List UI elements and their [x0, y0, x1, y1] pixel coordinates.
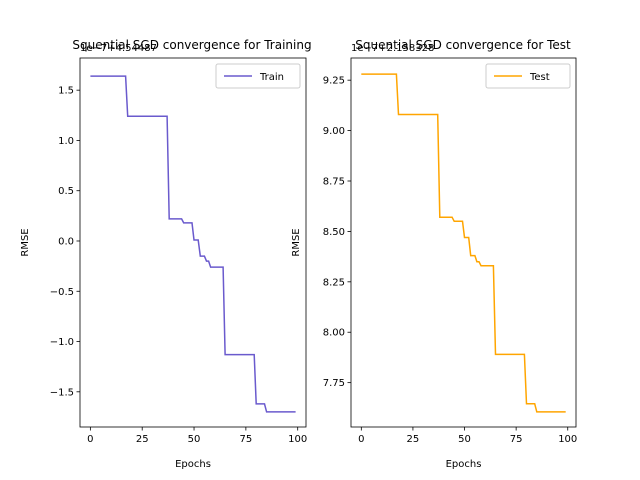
test-y-tick-label: 8.75	[323, 177, 345, 188]
train-legend: Train	[215, 63, 301, 89]
test-x-tick-label: 100	[558, 434, 577, 445]
test-x-axis-label: Epochs	[446, 459, 482, 470]
train-x-tick-label: 100	[288, 434, 307, 445]
test-subplot: 0 25 50 75 100 7.75 8.00 8.25 8.50 8.75 9.00 9.25 1…	[291, 43, 577, 470]
test-y-tick-label: 8.00	[323, 328, 345, 339]
train-ticks: 0 25 50 75 100 −1.5 −1.0 −0.5 0.0 0.5 1.0 1.5	[50, 86, 308, 445]
test-y-axis-label: RMSE	[291, 228, 302, 256]
test-series	[361, 73, 566, 413]
train-y-axis-label: RMSE	[20, 228, 31, 256]
train-y-tick-label: 0.0	[58, 236, 74, 247]
test-ticks: 0 25 50 75 100 7.75 8.00 8.25 8.50 8.75 9.00 9.25	[323, 76, 578, 445]
test-y-tick-label: 9.00	[323, 126, 345, 137]
train-legend-box	[215, 63, 301, 89]
test-legend-label: Test	[529, 72, 550, 83]
train-series	[90, 75, 296, 413]
test-x-tick-label: 75	[510, 434, 523, 445]
test-x-tick-label: 25	[407, 434, 420, 445]
train-series-line	[90, 75, 296, 413]
test-y-tick-label: 8.25	[323, 277, 345, 288]
test-axes-frame	[350, 57, 577, 428]
train-y-tick-label: 1.0	[58, 136, 74, 147]
test-y-tick-label: 9.25	[323, 76, 345, 87]
train-offset-text: 1e−7+4.54487	[80, 43, 157, 54]
train-y-tick-label: −0.5	[50, 287, 74, 298]
train-x-tick-label: 25	[136, 434, 149, 445]
train-y-tick-label: 1.5	[58, 86, 74, 97]
train-axes-frame	[79, 57, 307, 428]
train-x-axis-label: Epochs	[175, 459, 211, 470]
test-chart-title: Squential SGD convergence for Test	[355, 38, 571, 52]
train-legend-label: Train	[259, 72, 284, 83]
train-x-tick-label: 0	[87, 434, 93, 445]
test-series-line	[361, 73, 566, 413]
test-y-tick-label: 8.50	[323, 227, 345, 238]
test-x-tick-label: 0	[358, 434, 364, 445]
train-y-tick-label: −1.5	[50, 387, 74, 398]
train-y-tick-label: −1.0	[50, 337, 74, 348]
test-legend: Test	[485, 63, 571, 89]
train-x-tick-label: 75	[240, 434, 253, 445]
test-x-tick-label: 50	[458, 434, 471, 445]
test-offset-text: 1e−7+2.158328	[351, 43, 434, 54]
train-x-tick-label: 50	[188, 434, 201, 445]
test-legend-box	[485, 63, 571, 89]
test-y-tick-label: 7.75	[323, 378, 345, 389]
train-chart-title: Squential SGD convergence for Training	[72, 38, 311, 52]
train-y-tick-label: 0.5	[58, 186, 74, 197]
train-subplot: 0 25 50 75 100 −1.5 −1.0 −0.5 0.0 0.5 1.0 1.5 1e−7+…	[20, 43, 307, 470]
